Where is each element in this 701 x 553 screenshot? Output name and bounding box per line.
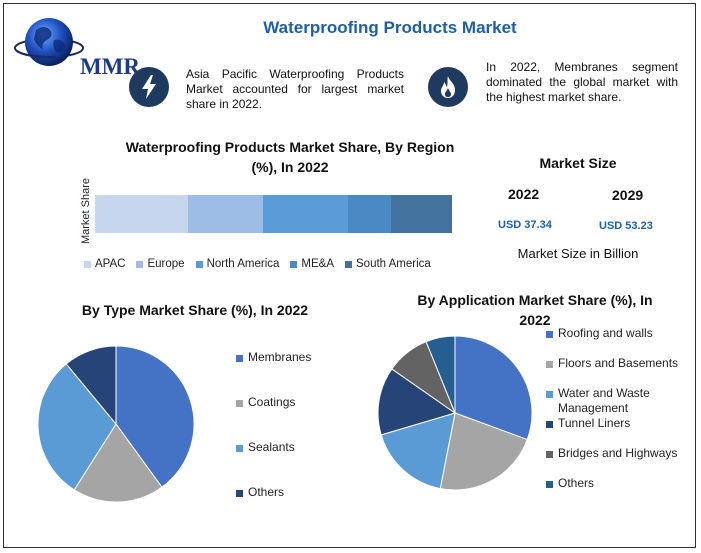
type-pie-chart (37, 345, 195, 503)
legend-label: APAC (95, 258, 126, 270)
legend-label: Others (248, 485, 285, 499)
pie-slice-membranes (115, 345, 195, 488)
legend-swatch (236, 445, 243, 452)
page-title: Waterproofing Products Market (263, 18, 517, 37)
pie-slice-others (65, 345, 117, 426)
legend-label: Membranes (248, 350, 312, 364)
legend-swatch (546, 451, 553, 458)
legend-label: Water and Waste Management (558, 386, 650, 415)
legend-swatch (546, 361, 553, 368)
market-size-value-2022: USD 37.34 (498, 219, 552, 231)
legend-item-apac: APAC (84, 258, 125, 270)
mmr-logo: MMR (14, 10, 146, 79)
legend-swatch (195, 260, 203, 268)
legend-swatch (345, 260, 353, 268)
pie-slice-water-and-waste-management (380, 412, 456, 490)
globe-icon (14, 18, 84, 66)
region-chart-y-axis-label: Market Share (80, 177, 92, 245)
application-pie-title: By Application Market Share (%), In 2022 (417, 292, 653, 328)
region-stacked-bar (95, 195, 452, 233)
legend-label: ME&A (301, 258, 335, 270)
logo-text: MMR (80, 54, 141, 79)
legend-swatch (236, 355, 243, 362)
region-chart-legend: APAC Europe North America ME&A South America (84, 258, 464, 270)
legend-label: Coatings (248, 395, 296, 409)
legend-swatch (236, 400, 243, 407)
pie-slice-others (425, 335, 456, 414)
legend-swatch (546, 391, 553, 398)
bar-segment-south-america (391, 195, 452, 233)
application-pie-chart (377, 335, 533, 491)
legend-swatch (546, 481, 553, 488)
legend-label: Floors and Basements (558, 356, 679, 370)
legend-swatch (136, 260, 144, 268)
legend-swatch (236, 490, 243, 497)
legend-item-south-america: South America (345, 258, 431, 270)
market-size-title: Market Size (539, 155, 617, 171)
bar-segment-europe (187, 195, 263, 233)
type-pie-title: By Type Market Share (%), In 2022 (81, 302, 309, 318)
legend-label: Tunnel Liners (558, 416, 631, 430)
pie-slice-roofing-and-walls (454, 335, 533, 441)
pie-slice-coatings (73, 423, 163, 503)
legend-label: Europe (147, 258, 185, 270)
info-text-apac: Asia Pacific Waterproofing Products Mark… (186, 67, 404, 111)
region-chart-title: Waterproofing Products Market Share, By … (125, 139, 455, 175)
legend-label: North America (206, 258, 280, 270)
legend-swatch (546, 331, 553, 338)
legend-swatch (546, 421, 553, 428)
legend-swatch (290, 260, 298, 268)
bar-segment-apac (95, 195, 188, 233)
market-size-year-2022: 2022 (508, 186, 540, 202)
legend-label: Roofing and walls (558, 326, 653, 340)
legend-label: Bridges and Highways (558, 446, 678, 460)
legend-label: South America (356, 258, 431, 270)
pie-slice-sealants (37, 363, 117, 491)
legend-label: Sealants (248, 440, 295, 454)
bar-segment-me-a (348, 195, 392, 233)
info-text-membranes: In 2022, Membranes segment dominated the… (486, 60, 678, 104)
bar-segment-north-america (262, 195, 349, 233)
flame-icon (428, 67, 468, 107)
legend-item-europe: Europe (136, 258, 185, 270)
infographic-frame (3, 3, 696, 548)
pie-slice-floors-and-basements (439, 412, 528, 491)
market-size-value-2029: USD 53.23 (599, 220, 653, 232)
legend-item-me-a: ME&A (290, 258, 334, 270)
market-size-caption: Market Size in Billion (517, 246, 639, 261)
legend-label: Others (558, 476, 595, 490)
lightning-bolt-icon (129, 67, 169, 107)
legend-swatch (84, 260, 91, 268)
market-size-year-2029: 2029 (612, 187, 644, 203)
legend-item-north-america: North America (195, 258, 280, 270)
pie-slice-tunnel-liners (377, 368, 457, 436)
